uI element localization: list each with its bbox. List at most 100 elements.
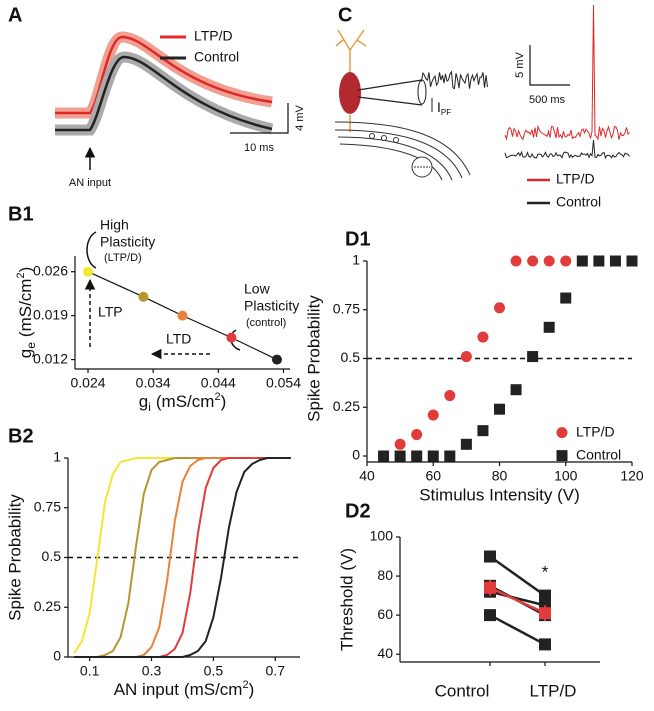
label-symbol: g (139, 392, 148, 411)
y-tick-label: 40 (377, 645, 393, 661)
label-superscript: 2 (214, 391, 220, 403)
label-close: ) (249, 680, 255, 699)
data-point (543, 321, 555, 333)
data-point (477, 425, 489, 437)
y-tick-label: 60 (377, 606, 393, 622)
legend-label: Control (556, 194, 601, 210)
annotation: LTD (166, 331, 191, 347)
current-subscript: PF (441, 108, 451, 117)
data-point (427, 450, 439, 462)
axis-label: Spike Probability (5, 494, 24, 621)
data-point (626, 255, 638, 267)
label-superscript: 2 (15, 272, 27, 278)
scale-label: 4 mV (294, 105, 306, 131)
data-point (576, 255, 588, 267)
marker-label: AN input (69, 177, 111, 189)
mean-line (489, 586, 546, 615)
label-unit: (mS/cm (184, 680, 243, 699)
data-point (560, 255, 572, 267)
data-point (444, 390, 456, 402)
data-point (539, 589, 551, 602)
panel-c: C IPF 5 mV 500 ms LTP/D Control (334, 4, 630, 210)
x-tick-label: 0.034 (136, 375, 171, 391)
x-tick-label: 0.024 (71, 375, 106, 391)
y-tick-label: 0.5 (341, 349, 361, 365)
noise-trace (419, 70, 488, 90)
x-tick-label: Control (435, 681, 490, 700)
label-subscript: e (24, 342, 38, 349)
label-close: ) (221, 392, 227, 411)
label-symbol: g (16, 349, 35, 358)
data-point (543, 255, 555, 267)
current-label: IPF (437, 99, 451, 117)
annotation: (LTP/D) (104, 252, 142, 264)
data-point (494, 403, 505, 415)
label-superscript: 2 (242, 679, 248, 691)
x-tick-label: 0.7 (266, 663, 286, 679)
data-point (539, 638, 551, 651)
pair-line (489, 614, 546, 646)
data-point (378, 450, 390, 462)
pair-line (489, 590, 546, 607)
x-tick-label: LTP/D (530, 681, 577, 700)
data-point (226, 332, 237, 343)
legend-label: LTP/D (556, 171, 595, 187)
y-tick-label: 0.019 (33, 306, 68, 322)
annotation: Plasticity (244, 298, 299, 314)
x-tick-label: 60 (425, 468, 441, 484)
data-point (593, 255, 605, 267)
panel-label: B1 (8, 203, 34, 225)
series-line (74, 457, 291, 658)
y-tick-label: 0 (53, 648, 61, 664)
current-symbol: I (437, 99, 441, 115)
y-tick-label: 0.75 (333, 300, 360, 316)
data-point (394, 438, 406, 450)
scale-bar (230, 103, 289, 134)
annotation: LTP (98, 304, 123, 320)
data-point (177, 310, 188, 321)
axis-label: ge (mS/cm2) (15, 267, 38, 359)
panel-label: B2 (8, 425, 34, 447)
y-tick-label: 0 (352, 447, 360, 463)
chart-d1: D1 0 0.25 0.5 0.75 1 40 60 80 100 120 Spike Probabi… (304, 228, 643, 504)
x-tick-label: 0.054 (266, 375, 301, 391)
x-tick-label: 40 (359, 468, 375, 484)
axis-label: Threshold (V) (337, 548, 356, 651)
panel-label: C (338, 4, 352, 26)
synapse (393, 137, 399, 143)
x-tick-label: 80 (492, 468, 508, 484)
x-tick-label: 120 (620, 468, 644, 484)
axis-label: Stimulus Intensity (V) (419, 485, 580, 504)
bracket (86, 231, 97, 269)
panel-a: A LTP/D Control 4 mV 10 ms AN input (8, 4, 306, 189)
x-tick-label: 0.1 (80, 663, 100, 679)
axis-label: Spike Probability (304, 295, 323, 422)
y-tick-label: 0.25 (34, 598, 61, 614)
synapse (381, 135, 387, 141)
legend-label: Control (194, 49, 239, 65)
data-point (460, 438, 472, 450)
pair-line (489, 555, 546, 597)
legend-label: Control (576, 446, 621, 462)
data-point (411, 450, 423, 462)
annotation: Plasticity (100, 234, 155, 250)
y-tick-label: 0.026 (33, 262, 68, 278)
panel-label: A (8, 4, 22, 26)
x-tick-label: 0.3 (142, 663, 162, 679)
chart-b2: B2 0 0.25 0.5 0.75 1 0.1 0.3 0.5 0.7 Spike Probabi… (5, 425, 300, 679)
data-point (510, 255, 522, 267)
data-point (484, 609, 496, 622)
chart-b1: B1 0.012 0.019 0.026 0.024 0.034 0.044 0.054 (8, 203, 301, 390)
trace (504, 139, 630, 160)
x-tick-label: 100 (554, 468, 578, 484)
scale-bar (529, 45, 570, 86)
pipette (357, 79, 423, 106)
scale-label: 500 ms (529, 94, 566, 106)
y-tick-label: 0.012 (33, 350, 68, 366)
label-text: AN input (114, 680, 179, 699)
annotation: * (542, 562, 549, 581)
x-tick-label: 0.044 (201, 375, 236, 391)
axis-label: gi (mS/cm2) (139, 391, 226, 414)
trace (55, 55, 273, 132)
